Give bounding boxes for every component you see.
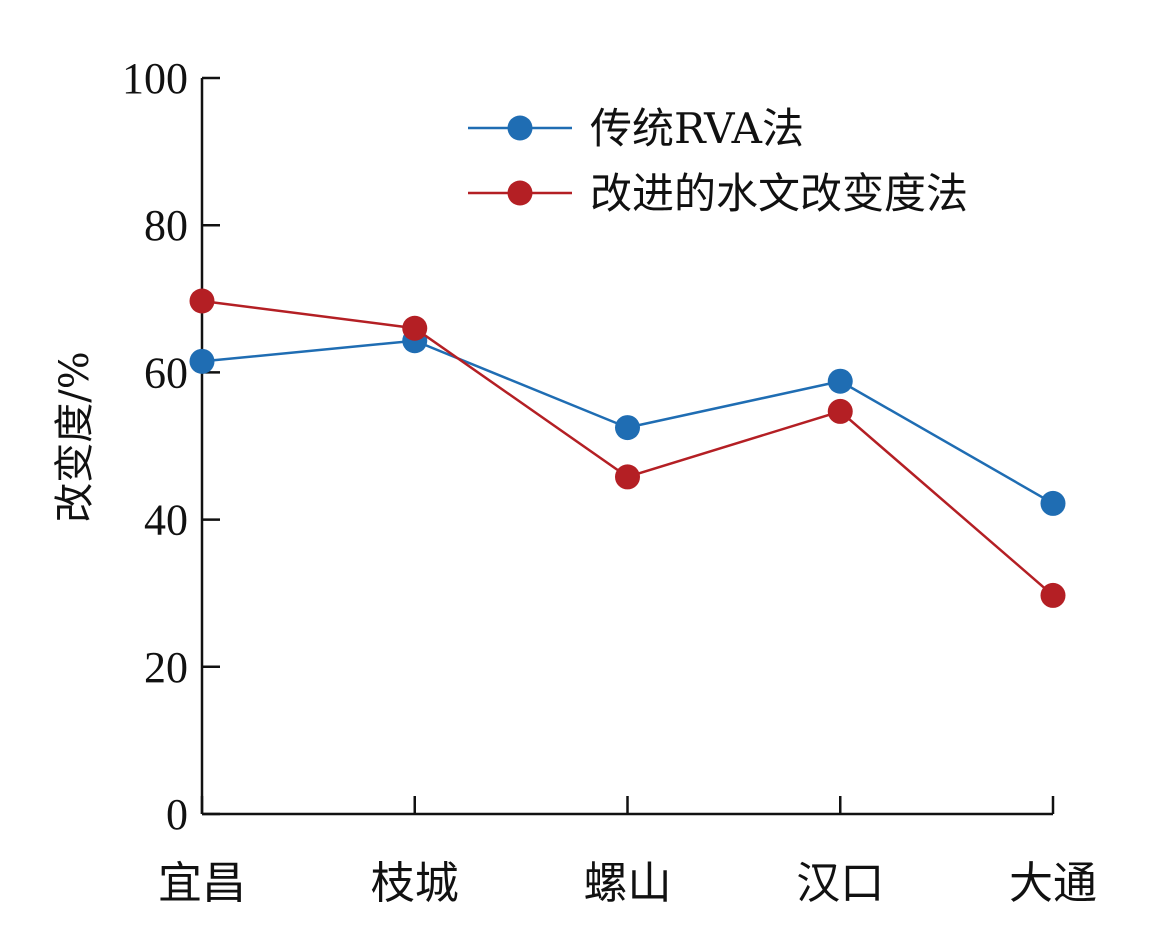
x-tick-label: 汉口 bbox=[796, 858, 884, 909]
y-tick-label: 40 bbox=[144, 496, 188, 545]
data-point bbox=[827, 398, 853, 424]
data-point bbox=[615, 415, 640, 441]
x-tick-label: 枝城 bbox=[371, 858, 459, 909]
data-point bbox=[189, 288, 215, 314]
data-point bbox=[1040, 490, 1066, 516]
data-point bbox=[189, 348, 215, 374]
legend-marker bbox=[507, 180, 533, 206]
data-point bbox=[402, 315, 428, 341]
x-tick-label: 螺山 bbox=[584, 858, 672, 909]
x-ticks: 宜昌 枝城 螺山 汉口 大通 bbox=[158, 796, 1097, 909]
legend-marker bbox=[507, 115, 533, 141]
y-tick-label: 100 bbox=[122, 54, 188, 103]
y-tick-label: 20 bbox=[144, 643, 188, 692]
data-point bbox=[1040, 582, 1066, 608]
series-line-1 bbox=[201, 299, 1054, 597]
y-axis-label: 改变度/% bbox=[52, 351, 98, 522]
data-point bbox=[827, 368, 853, 394]
y-tick-label: 0 bbox=[166, 790, 188, 839]
legend-label: 传统RVA法 bbox=[590, 104, 804, 153]
y-tick-label: 60 bbox=[144, 348, 188, 397]
series-layer bbox=[189, 288, 1066, 608]
x-tick-label: 宜昌 bbox=[158, 858, 246, 909]
legend-label: 改进的水文改变度法 bbox=[590, 169, 968, 218]
x-tick-label: 大通 bbox=[1009, 858, 1097, 909]
y-tick-label: 80 bbox=[144, 201, 188, 250]
data-point bbox=[615, 464, 640, 490]
y-ticks: 0 20 40 60 80 100 bbox=[122, 54, 220, 839]
